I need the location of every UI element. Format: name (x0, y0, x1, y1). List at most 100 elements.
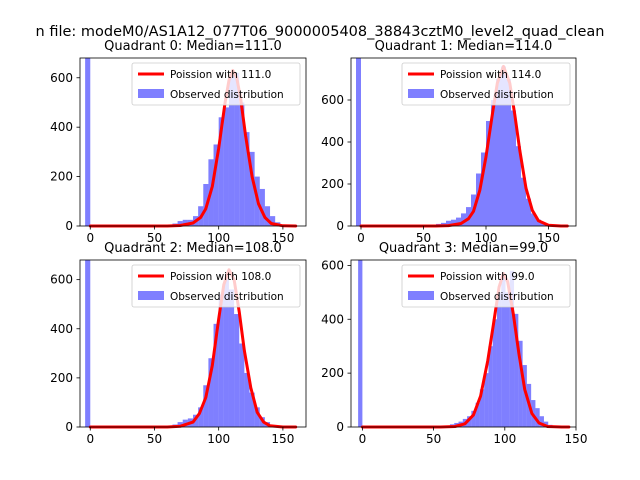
histogram-bar (501, 276, 506, 427)
legend-bar-swatch (408, 89, 434, 98)
histogram-bar (492, 319, 497, 427)
histogram-bar (177, 422, 183, 427)
histogram-bar (239, 102, 245, 226)
histogram-bar (259, 188, 265, 226)
legend-box (401, 62, 571, 106)
histogram-bar (213, 323, 219, 427)
histogram-bar (182, 219, 188, 226)
legend-label-poisson: Poission with 114.0 (440, 69, 541, 81)
histogram-bar (249, 151, 255, 226)
x-tick-label: 0 (359, 432, 367, 446)
histogram-bar (535, 408, 540, 427)
y-tick-label: 400 (321, 312, 344, 326)
histogram-bar (496, 79, 501, 226)
histogram-bar (509, 270, 515, 427)
histogram-bar (264, 206, 271, 226)
histogram-bar (461, 213, 466, 226)
histogram-bar (208, 358, 214, 427)
x-tick-label: 150 (271, 231, 294, 245)
legend-box (131, 62, 301, 106)
histogram-bar (488, 346, 493, 427)
y-tick-label: 400 (321, 135, 344, 149)
x-tick-label: 0 (86, 231, 94, 245)
legend-label-observed: Observed distribution (170, 89, 284, 101)
axes-frame (79, 57, 307, 227)
histogram-bar (223, 279, 229, 427)
histogram-bar (249, 392, 255, 427)
legend-label-observed: Observed distribution (440, 291, 554, 303)
legend: Poission with 99.0 Observed distribution (401, 264, 571, 308)
histogram-bar (539, 416, 544, 427)
y-tick-label: 0 (336, 219, 344, 233)
y-tick-label: 0 (65, 219, 73, 233)
y-tick-label: 600 (50, 273, 73, 287)
histogram-bar (491, 100, 496, 226)
y-tick-label: 200 (50, 170, 73, 184)
y-tick-label: 400 (50, 322, 73, 336)
histogram-bar (85, 260, 91, 427)
axes-frame (350, 259, 577, 428)
x-tick-label: 150 (537, 231, 560, 245)
histogram-bar (239, 343, 245, 427)
histogram-bar (213, 144, 219, 226)
x-tick-label: 0 (86, 432, 94, 446)
histogram-bar (446, 220, 451, 226)
x-tick-label: 100 (207, 432, 230, 446)
legend-box (131, 264, 301, 308)
histogram-bar (358, 260, 363, 427)
x-tick-label: 100 (493, 432, 516, 446)
histogram-bar (486, 121, 491, 226)
x-tick-label: 0 (357, 231, 365, 245)
legend-label-observed: Observed distribution (440, 89, 554, 101)
legend: Poission with 111.0 Observed distribution (131, 62, 301, 106)
histogram-bar (531, 213, 536, 226)
histogram-bar (234, 72, 240, 226)
histogram-bar (203, 385, 209, 427)
y-tick-label: 0 (336, 420, 344, 434)
y-tick-label: 200 (321, 366, 344, 380)
histogram-bar (496, 292, 502, 427)
histogram-bar (254, 407, 260, 427)
histogram-bar (244, 132, 250, 226)
legend-label-poisson: Poission with 108.0 (170, 271, 271, 283)
panel-title: Quadrant 3: Median=99.0 (379, 241, 548, 256)
histogram-bar (501, 66, 506, 227)
panel-title: Quadrant 2: Median=108.0 (104, 241, 282, 256)
x-tick-label: 150 (565, 432, 588, 446)
histogram-bar (522, 365, 527, 427)
y-tick-label: 600 (50, 71, 73, 85)
quadrant-3-panel: Quadrant 3: Median=99.0 0 50 100 150 0 200 400 6… (321, 241, 587, 446)
histogram-bar (228, 75, 235, 226)
legend: Poission with 114.0 Observed distribution (401, 62, 571, 106)
histogram-bar (451, 219, 456, 226)
legend-label-poisson: Poission with 111.0 (170, 69, 271, 81)
histogram-bar (471, 410, 476, 427)
histogram-bar (484, 373, 489, 427)
quadrant-1-panel: Quadrant 1: Median=114.0 0 50 100 150 0 200 400… (321, 39, 577, 245)
legend-label-observed: Observed distribution (170, 291, 284, 303)
legend-label-poisson: Poission with 99.0 (440, 271, 535, 283)
histogram-bar (514, 313, 519, 427)
x-tick-label: 50 (416, 231, 431, 245)
histogram-bar (521, 177, 526, 226)
histogram-bar (516, 146, 521, 226)
y-tick-label: 600 (321, 258, 344, 272)
histogram-bar (85, 58, 91, 226)
x-tick-label: 50 (426, 432, 441, 446)
x-tick-label: 100 (207, 231, 230, 245)
histogram-bar (479, 389, 485, 427)
histogram-bar (481, 152, 486, 226)
axes-frame (79, 259, 307, 428)
histogram-bar (218, 117, 224, 226)
histogram-bar (456, 217, 461, 226)
quadrant-0-panel: Quadrant 0: Median=111.0 0 50 100 150 0 200 400… (50, 39, 307, 245)
panel-title: Quadrant 1: Median=114.0 (375, 39, 553, 54)
histogram-bar (467, 416, 472, 427)
histogram-bar (228, 289, 235, 427)
legend: Poission with 108.0 Observed distribution (131, 264, 301, 308)
figure-suptitle: n file: modeM0/AS1A12_077T06_9000005408_… (36, 24, 605, 40)
x-tick-label: 150 (271, 432, 294, 446)
histogram-bar (234, 314, 240, 427)
histogram-bar (356, 58, 361, 226)
histogram-bar (536, 219, 541, 226)
